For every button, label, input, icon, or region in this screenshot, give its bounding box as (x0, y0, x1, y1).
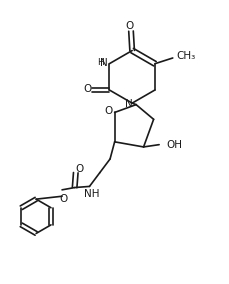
Text: O: O (125, 21, 134, 31)
Text: N: N (100, 58, 108, 68)
Text: OH: OH (165, 140, 181, 150)
Text: O: O (83, 84, 91, 94)
Text: O: O (59, 195, 67, 204)
Text: O: O (75, 164, 83, 174)
Text: H: H (96, 58, 103, 67)
Text: NH: NH (83, 189, 99, 199)
Text: N: N (124, 99, 132, 109)
Text: O: O (104, 106, 112, 116)
Text: CH₃: CH₃ (175, 51, 195, 61)
